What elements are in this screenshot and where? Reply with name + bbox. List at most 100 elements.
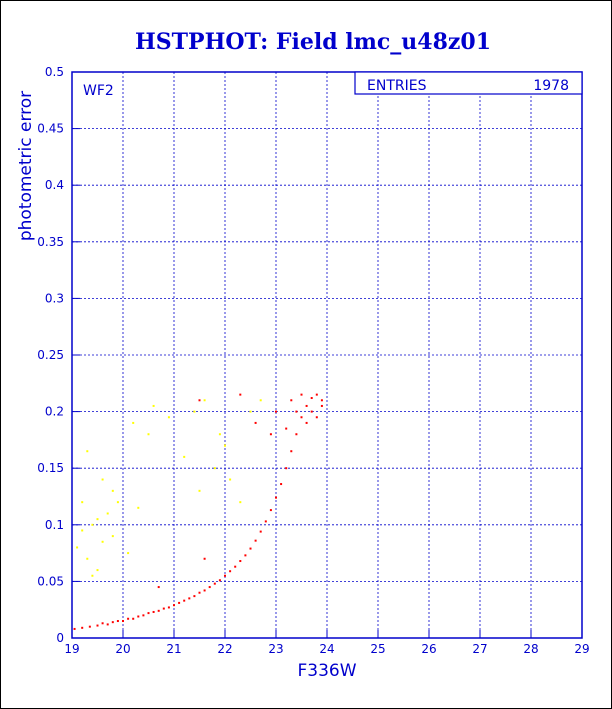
data-point xyxy=(162,607,165,610)
data-point xyxy=(101,540,104,543)
data-point xyxy=(111,535,114,538)
data-point xyxy=(132,617,135,620)
stats-entries-value: 1978 xyxy=(533,78,569,94)
data-point xyxy=(173,604,175,607)
panel-label: WF2 xyxy=(83,83,114,99)
y-tick-label: 0.3 xyxy=(45,291,64,305)
data-point xyxy=(91,523,94,526)
x-tick-label: 26 xyxy=(421,642,436,656)
data-point xyxy=(285,467,288,470)
data-point xyxy=(157,609,160,612)
data-point xyxy=(198,489,201,492)
y-axis-label: photometric error xyxy=(16,91,36,241)
chart-title: HSTPHOT: Field lmc_u48z01 xyxy=(135,29,491,55)
data-point xyxy=(269,433,272,436)
x-tick-label: 20 xyxy=(115,642,130,656)
data-point xyxy=(264,520,267,523)
data-point xyxy=(86,557,89,560)
y-tick-label: 0.4 xyxy=(45,178,64,192)
x-tick-label: 27 xyxy=(472,642,487,656)
x-tick-label: 29 xyxy=(574,642,589,656)
data-points xyxy=(73,393,323,630)
data-point xyxy=(178,601,181,604)
y-tick-label: 0.05 xyxy=(37,574,64,588)
data-point xyxy=(315,416,318,419)
data-point xyxy=(310,410,313,413)
data-point xyxy=(111,621,114,624)
grid xyxy=(72,72,582,638)
data-point xyxy=(88,625,91,628)
y-axis-ticks: 0 0.05 0.1 0.15 0.2 0.25 0.3 0.35 0.4 0.45 0.5 xyxy=(37,65,80,645)
data-point xyxy=(208,586,211,589)
data-point xyxy=(320,404,323,407)
data-point xyxy=(320,399,323,402)
data-point xyxy=(152,404,155,407)
data-point xyxy=(249,547,252,550)
data-point xyxy=(254,421,257,424)
data-point xyxy=(116,620,119,623)
y-tick-label: 0.15 xyxy=(37,461,64,475)
x-tick-label: 23 xyxy=(268,642,283,656)
data-point xyxy=(157,586,160,589)
stats-box-border xyxy=(354,71,583,95)
data-point xyxy=(183,455,186,458)
data-point xyxy=(73,627,76,630)
data-point xyxy=(116,501,119,504)
data-point xyxy=(96,569,99,572)
data-point xyxy=(275,410,277,413)
data-point xyxy=(127,617,130,620)
data-point xyxy=(76,546,79,549)
data-point xyxy=(193,595,196,598)
data-point xyxy=(244,554,247,557)
data-point xyxy=(106,512,109,515)
data-point xyxy=(96,518,99,521)
data-point xyxy=(229,570,232,573)
data-point xyxy=(81,529,84,532)
stats-entries-label: ENTRIES xyxy=(367,78,427,94)
data-point xyxy=(101,622,104,625)
data-point xyxy=(224,444,226,447)
data-point xyxy=(101,478,104,481)
data-point xyxy=(106,623,109,626)
data-point xyxy=(127,552,130,555)
data-point xyxy=(229,478,232,481)
data-point xyxy=(254,539,257,542)
data-point xyxy=(239,560,242,563)
data-point xyxy=(285,427,288,430)
data-point xyxy=(152,610,155,613)
data-point xyxy=(198,591,201,594)
data-point xyxy=(213,467,216,470)
data-point xyxy=(259,399,262,402)
x-tick-label: 25 xyxy=(370,642,385,656)
data-point xyxy=(198,399,201,402)
y-tick-label: 0 xyxy=(56,631,64,645)
data-point xyxy=(249,410,252,413)
data-point xyxy=(203,589,206,592)
data-point xyxy=(96,624,99,627)
data-point xyxy=(234,565,237,568)
data-point xyxy=(147,433,150,436)
data-point xyxy=(275,496,277,499)
y-tick-label: 0.25 xyxy=(37,348,64,362)
x-tick-label: 22 xyxy=(217,642,232,656)
data-point xyxy=(300,416,303,419)
data-point xyxy=(315,393,318,396)
y-tick-label: 0.35 xyxy=(37,235,64,249)
data-point xyxy=(213,582,216,585)
data-point xyxy=(218,579,221,582)
data-point xyxy=(203,557,206,560)
data-point xyxy=(188,597,191,600)
data-point xyxy=(183,599,186,602)
x-axis-label: F336W xyxy=(297,661,356,681)
data-point xyxy=(193,410,196,413)
data-point xyxy=(167,416,170,419)
data-point xyxy=(86,450,89,453)
data-point xyxy=(81,501,84,504)
data-point xyxy=(300,393,303,396)
data-point xyxy=(224,574,226,577)
y-tick-label: 0.2 xyxy=(45,405,64,419)
data-point xyxy=(239,393,242,396)
data-point xyxy=(81,626,84,629)
x-tick-label: 28 xyxy=(523,642,538,656)
